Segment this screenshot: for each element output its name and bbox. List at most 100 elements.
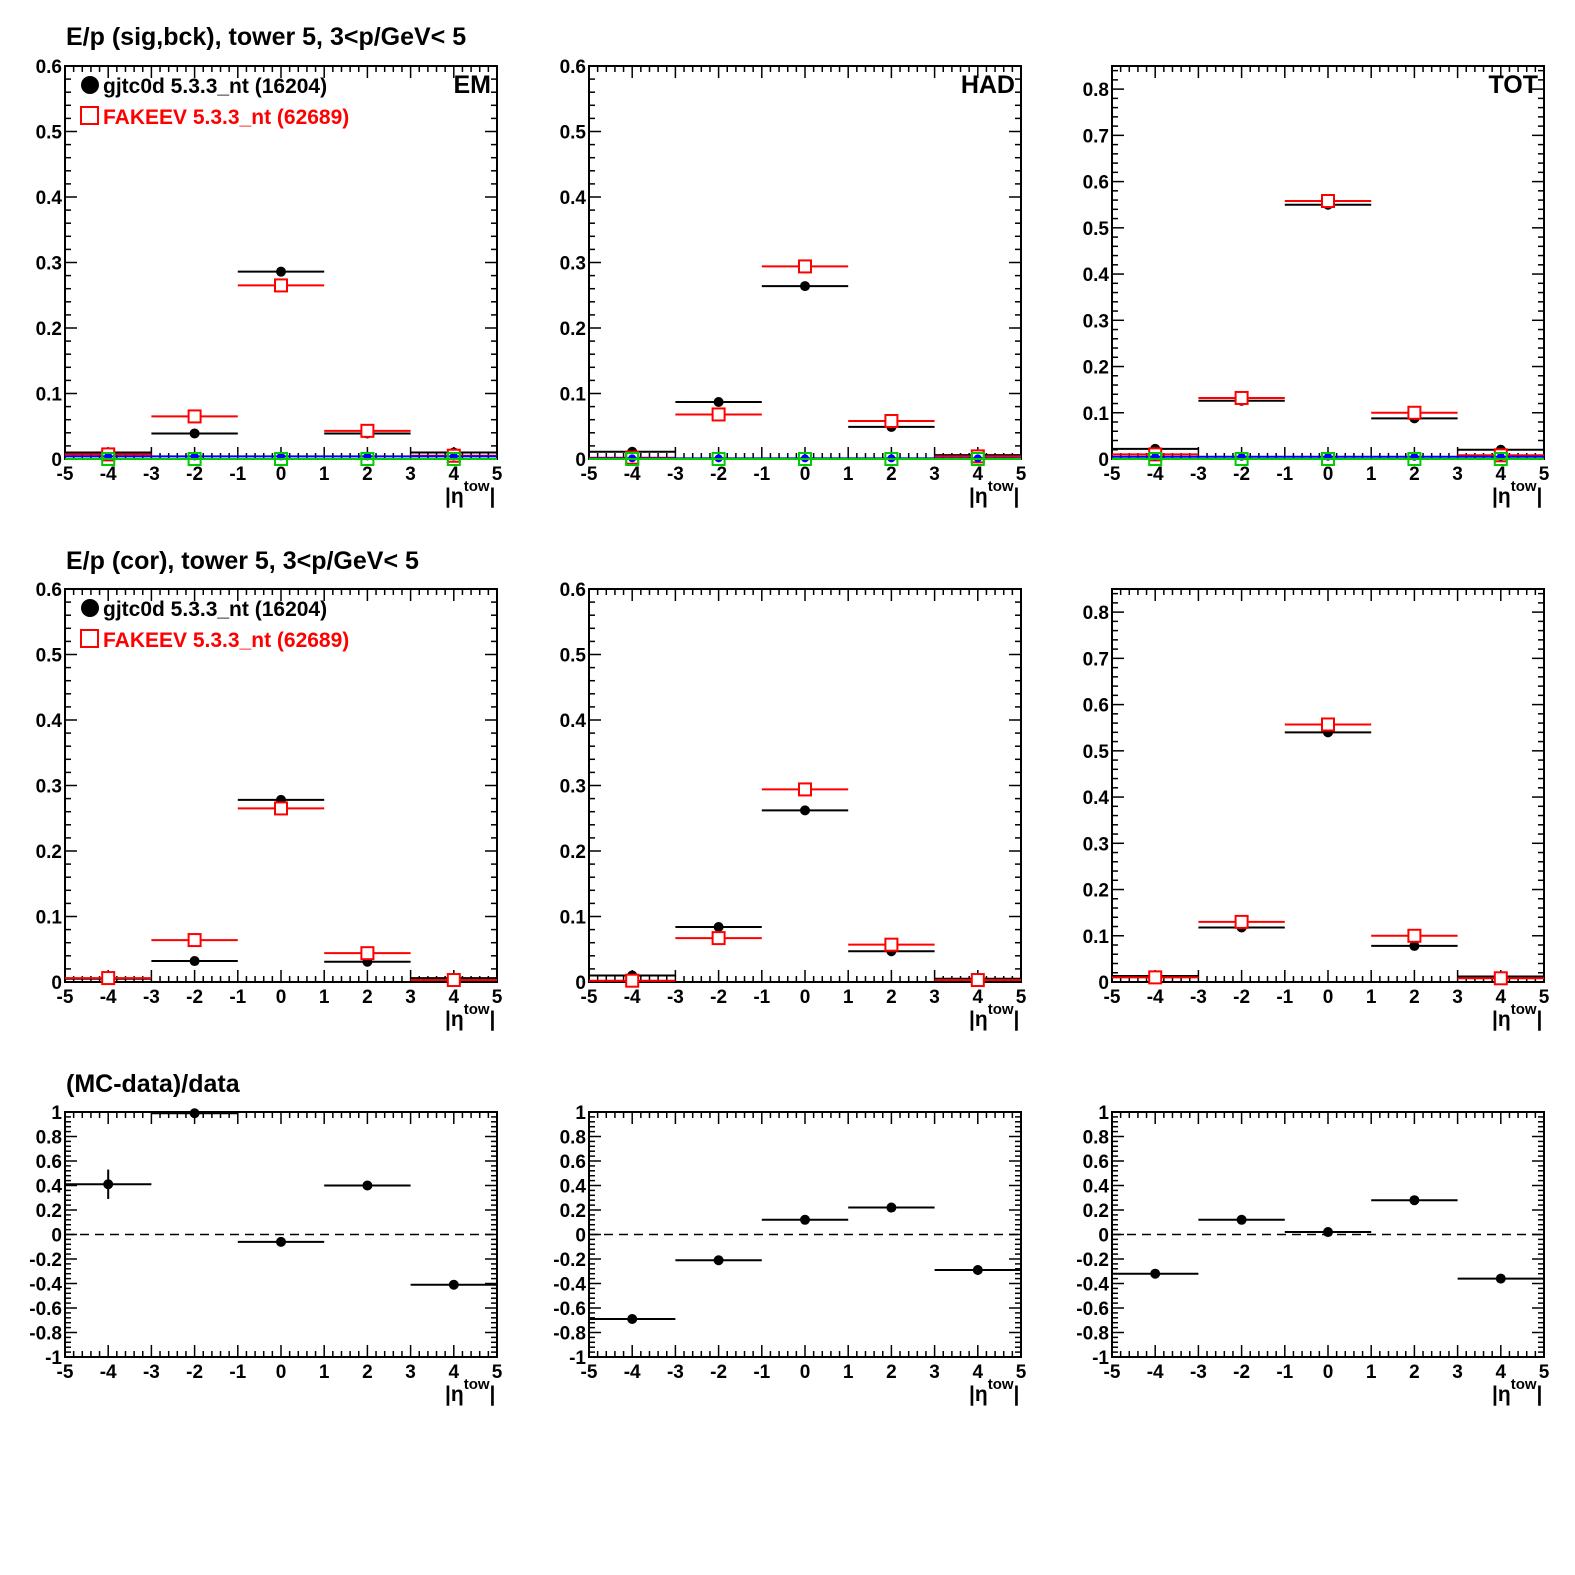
x-tick-label: 2 [1409, 1362, 1420, 1383]
y-tick-label: 0.8 [560, 1128, 586, 1149]
mc-point [1234, 914, 1249, 929]
mc-point [274, 801, 288, 816]
x-axis-label: |ηtow| [969, 1001, 1019, 1031]
x-tick-label: -5 [581, 1362, 598, 1383]
x-tick-label: -4 [100, 987, 117, 1008]
background-mc-point [711, 452, 726, 466]
x-tick-label: -4 [624, 464, 641, 485]
x-tick-label: -1 [1276, 464, 1293, 485]
x-axis-label-sup: tow [464, 1001, 490, 1018]
x-tick-label: 3 [405, 1362, 416, 1383]
x-axis-label-close: | [1537, 1383, 1543, 1406]
x-tick-label: -3 [143, 987, 160, 1008]
y-tick-label: 0.4 [1083, 1177, 1110, 1198]
x-tick-label: -2 [1233, 987, 1250, 1008]
y-tick-label: 0.3 [1083, 834, 1109, 855]
series-ratio [1112, 1195, 1544, 1284]
series-background-mc [589, 452, 1021, 466]
background-mc-point [625, 452, 640, 466]
x-tick-label: -3 [1190, 987, 1207, 1008]
data-point [1150, 1268, 1161, 1279]
legend: gjtc0d 5.3.3_nt (16204) FAKEEV 5.3.3_nt (… [80, 598, 349, 652]
x-tick-label: -1 [229, 987, 246, 1008]
data-point [800, 1214, 810, 1225]
y-tick-label: 0.1 [1083, 927, 1110, 948]
x-tick-label: -1 [1276, 987, 1293, 1008]
x-tick-label: 5 [492, 987, 503, 1008]
x-axis-label-close: | [490, 1383, 496, 1406]
x-tick-label: 1 [843, 1362, 854, 1383]
series-data [1112, 199, 1544, 455]
mc-point [1321, 194, 1335, 209]
x-axis-label-main: |η [1492, 485, 1511, 508]
y-tick-label: 0.6 [560, 1152, 586, 1173]
background-mc-point [1493, 452, 1508, 466]
x-tick-label: 1 [1366, 1362, 1377, 1383]
x-tick-label: 3 [405, 464, 416, 485]
panel-corner-label: TOT [1488, 71, 1538, 99]
y-tick-label: 0.1 [1083, 404, 1110, 425]
x-axis-label: |ηtow| [445, 1376, 495, 1406]
x-tick-label: 0 [800, 464, 811, 485]
y-tick-label: 0.5 [1083, 742, 1110, 763]
x-tick-label: 2 [362, 464, 373, 485]
y-tick-label: -0.8 [553, 1324, 586, 1345]
y-tick-label: 0.6 [36, 1152, 62, 1173]
x-tick-label: 4 [1496, 464, 1507, 485]
x-tick-label: 2 [362, 1362, 373, 1383]
mc-point [884, 937, 899, 952]
y-tick-label: 0.6 [36, 580, 62, 601]
x-tick-label: 4 [973, 987, 984, 1008]
y-tick-label: 0.2 [36, 1201, 62, 1222]
y-tick-label: 0.3 [36, 777, 62, 798]
series-data [589, 281, 1021, 461]
x-tick-label: -5 [581, 987, 598, 1008]
y-tick-label: 0.4 [560, 1177, 587, 1198]
data-point [276, 1236, 286, 1247]
x-axis-label: |ηtow| [969, 1376, 1019, 1406]
x-tick-label: 3 [929, 1362, 940, 1383]
x-tick-label: 1 [843, 464, 854, 485]
x-tick-label: 0 [1323, 987, 1334, 1008]
x-axis-label-close: | [490, 1008, 496, 1031]
series-mc [589, 782, 1021, 988]
x-axis-label-sup: tow [464, 478, 490, 495]
x-tick-label: 1 [319, 464, 330, 485]
y-tick-label: -1 [1092, 1348, 1109, 1369]
background-mc-point [1407, 452, 1422, 466]
x-tick-label: 3 [1452, 464, 1463, 485]
panel-2-1: -5 -4 -3 -2 -1 0 1 2 3 4 5 -1 -0.8 -0.6 -0.4 -0.2 0 0.2 0.… [553, 1103, 1026, 1406]
background-mc-point [446, 452, 461, 466]
x-tick-label: 5 [492, 464, 503, 485]
x-tick-label: 1 [1366, 987, 1377, 1008]
background-mc-point [360, 452, 375, 466]
y-tick-label: 0.2 [1083, 881, 1109, 902]
x-axis-label-sup: tow [464, 1376, 490, 1393]
mc-point [625, 973, 640, 988]
y-tick-label: 0.6 [1083, 696, 1109, 717]
mc-point [1234, 390, 1249, 405]
x-tick-label: -3 [667, 1362, 684, 1383]
x-axis-label-close: | [1537, 1008, 1543, 1031]
x-tick-label: -2 [1233, 464, 1250, 485]
x-tick-label: 4 [449, 1362, 460, 1383]
y-tick-label: 0.4 [36, 711, 63, 732]
x-axis-label-main: |η [969, 1383, 988, 1406]
mc-point [1493, 971, 1508, 986]
x-tick-label: 2 [886, 1362, 897, 1383]
y-tick-label: 0.3 [36, 254, 62, 275]
y-tick-label: 0.8 [1083, 80, 1109, 101]
data-point [276, 266, 286, 277]
x-axis-label: |ηtow| [445, 1001, 495, 1031]
y-tick-label: -0.6 [553, 1299, 586, 1320]
mc-point [360, 423, 375, 438]
x-axis-label: |ηtow| [1492, 1376, 1542, 1406]
panel-frame [1111, 65, 1545, 460]
x-axis-label-main: |η [969, 1008, 988, 1031]
x-tick-label: -4 [100, 464, 117, 485]
legend-label-mc: FAKEEV 5.3.3_nt (62689) [103, 629, 349, 652]
background-mc-point [1321, 452, 1335, 466]
y-tick-label: 0.3 [1083, 311, 1109, 332]
x-tick-label: 2 [362, 987, 373, 1008]
legend-marker-data [81, 76, 99, 94]
